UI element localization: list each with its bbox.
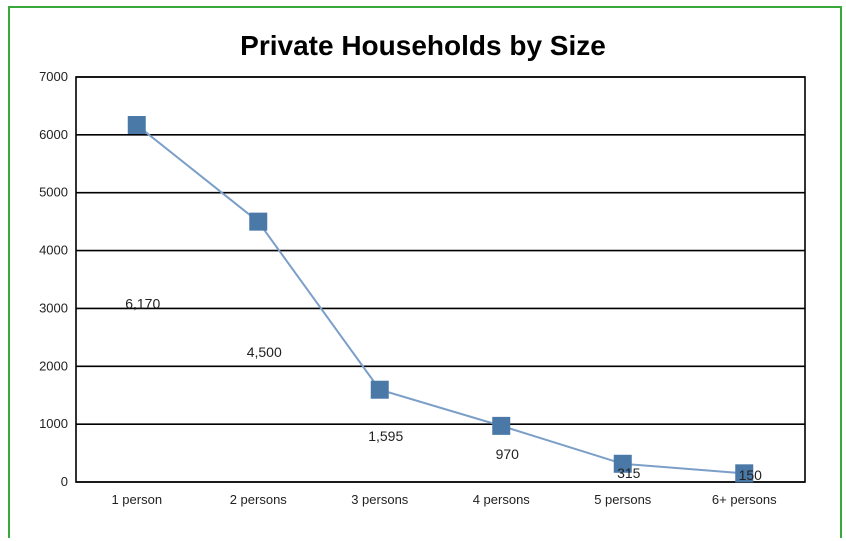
x-tick-label: 4 persons	[473, 492, 531, 507]
data-label: 970	[496, 446, 520, 462]
y-tick-label: 2000	[39, 358, 68, 373]
x-tick-label: 3 persons	[351, 492, 409, 507]
data-point-marker	[735, 464, 754, 483]
data-label: 150	[739, 467, 763, 483]
series-line	[136, 124, 745, 475]
y-tick-label: 3000	[39, 300, 68, 315]
data-point-marker	[370, 380, 389, 399]
data-point-marker	[613, 454, 632, 473]
x-tick-label: 2 persons	[230, 492, 288, 507]
x-tick-label: 5 persons	[594, 492, 652, 507]
data-label: 1,595	[368, 428, 403, 444]
data-labels: 6,170 4,500 1,595 970 315 150	[125, 296, 762, 483]
gridlines	[75, 76, 806, 483]
y-axis-ticks: 0 1000 2000 3000 4000 5000 6000 7000	[39, 69, 68, 489]
y-tick-label: 1000	[39, 416, 68, 431]
y-tick-label: 6000	[39, 127, 68, 142]
chart-title: Private Households by Size	[240, 30, 606, 61]
plot-border	[75, 76, 806, 483]
data-point-marker	[127, 116, 146, 135]
y-tick-label: 0	[61, 474, 68, 489]
data-label: 6,170	[125, 296, 160, 312]
data-point-marker	[249, 212, 268, 231]
chart-frame	[8, 6, 842, 538]
x-axis-ticks: 1 person 2 persons 3 persons 4 persons 5 per…	[111, 492, 777, 507]
data-point-marker	[492, 416, 511, 435]
y-tick-label: 4000	[39, 243, 68, 258]
x-tick-label: 1 person	[111, 492, 162, 507]
y-tick-label: 7000	[39, 69, 68, 84]
x-tick-label: 6+ persons	[712, 492, 777, 507]
data-label: 4,500	[247, 344, 282, 360]
y-tick-label: 5000	[39, 185, 68, 200]
series-households	[127, 116, 754, 483]
data-label: 315	[617, 465, 641, 481]
